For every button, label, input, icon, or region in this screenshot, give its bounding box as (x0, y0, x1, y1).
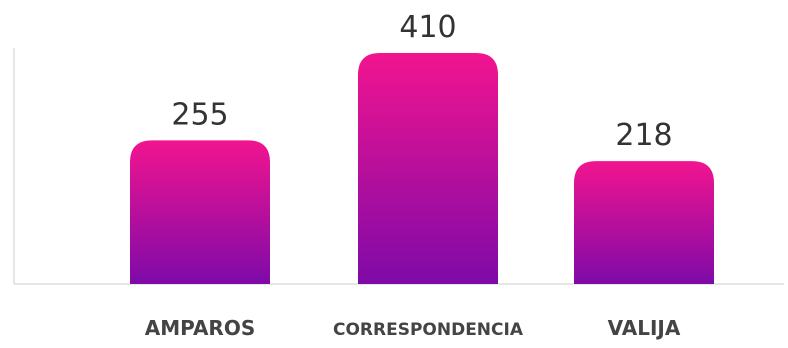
value-label-correspondencia: 410 (399, 10, 456, 45)
value-label-valija: 218 (615, 118, 672, 153)
category-labels-group: AMPAROS CORRESPONDENCIA VALIJA (145, 316, 681, 340)
category-label-valija: VALIJA (608, 316, 681, 340)
bar-correspondencia (358, 53, 498, 284)
bars-group (130, 53, 714, 284)
category-label-amparos: AMPAROS (145, 316, 256, 340)
category-label-correspondencia: CORRESPONDENCIA (333, 320, 524, 340)
value-label-amparos: 255 (171, 97, 228, 132)
bar-valija (574, 161, 714, 284)
value-labels-group: 255 410 218 (171, 10, 672, 153)
bar-amparos (130, 140, 270, 284)
